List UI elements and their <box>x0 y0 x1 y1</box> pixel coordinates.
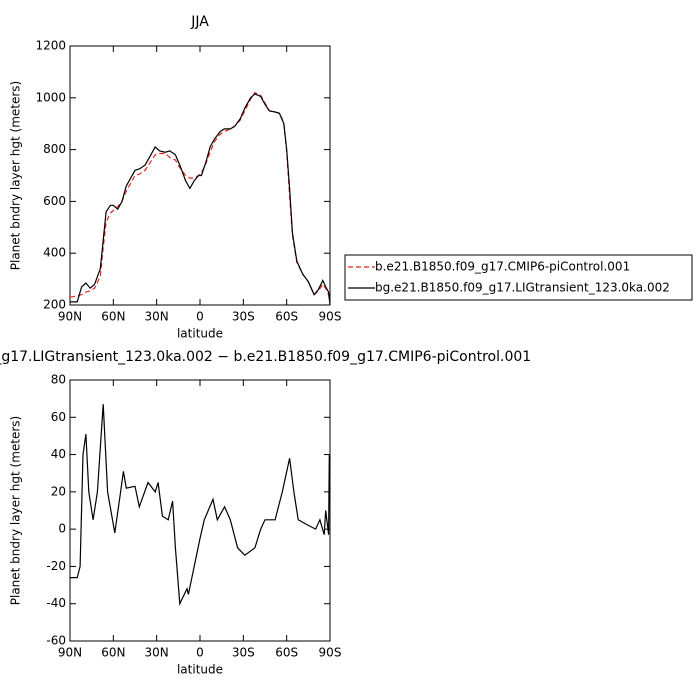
y-tick-label: 400 <box>43 246 66 260</box>
y-tick-label: 80 <box>51 373 66 387</box>
x-tick-label: 90N <box>58 646 82 660</box>
y-tick-label: 800 <box>43 142 66 156</box>
x-tick-label: 0 <box>196 310 204 324</box>
y-axis-label: Planet bndry layer hgt (meters) <box>9 416 23 606</box>
x-tick-label: 60S <box>275 310 298 324</box>
chart-title: bg.e21.B1850.f09_g17.LIGtransient_123.0k… <box>0 349 531 365</box>
x-tick-label: 60N <box>101 310 125 324</box>
y-tick-label: 1200 <box>35 39 66 53</box>
legend-label: bg.e21.B1850.f09_g17.LIGtransient_123.0k… <box>375 281 670 295</box>
x-axis-label: latitude <box>177 327 223 341</box>
x-axis-label: latitude <box>177 663 223 677</box>
y-tick-label: 20 <box>51 484 66 498</box>
y-tick-label: 0 <box>58 522 66 536</box>
x-tick-label: 90S <box>319 646 342 660</box>
y-tick-label: 600 <box>43 194 66 208</box>
x-tick-label: 90N <box>58 310 82 324</box>
data-line <box>70 93 331 306</box>
x-tick-label: 30S <box>232 646 255 660</box>
x-tick-label: 90S <box>319 310 342 324</box>
chart-title: JJA <box>190 14 209 30</box>
x-tick-label: 60S <box>275 646 298 660</box>
legend-label: b.e21.B1850.f09_g17.CMIP6-piControl.001 <box>375 260 630 274</box>
plot-frame <box>69 379 331 642</box>
y-tick-label: 40 <box>51 447 66 461</box>
x-tick-label: 60N <box>101 646 125 660</box>
legend-box <box>344 254 693 301</box>
data-line <box>70 404 331 606</box>
data-line <box>69 91 331 303</box>
x-tick-label: 30N <box>145 646 169 660</box>
y-tick-label: -20 <box>46 559 66 573</box>
x-tick-label: 30S <box>232 310 255 324</box>
y-tick-label: -60 <box>46 634 66 648</box>
y-tick-label: 1000 <box>35 90 66 104</box>
x-tick-label: 0 <box>196 646 204 660</box>
y-tick-label: 60 <box>51 410 66 424</box>
y-tick-label: 200 <box>43 298 66 312</box>
y-axis-label: Planet bndry layer hgt (meters) <box>9 81 23 271</box>
y-tick-label: -40 <box>46 596 66 610</box>
x-tick-label: 30N <box>145 310 169 324</box>
